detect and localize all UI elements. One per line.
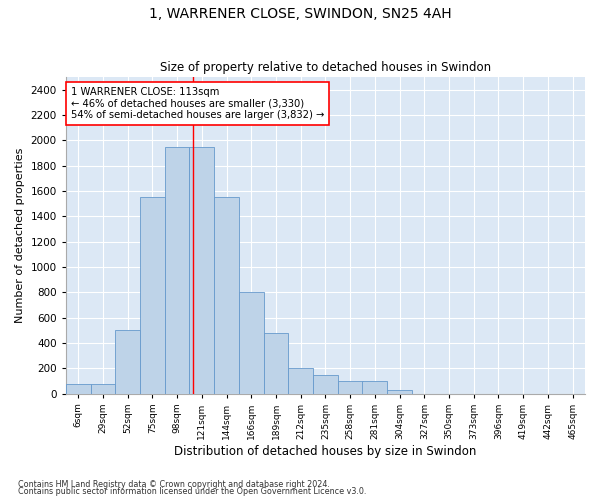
- Title: Size of property relative to detached houses in Swindon: Size of property relative to detached ho…: [160, 62, 491, 74]
- Bar: [313, 375, 338, 394]
- Text: 1 WARRENER CLOSE: 113sqm
← 46% of detached houses are smaller (3,330)
54% of sem: 1 WARRENER CLOSE: 113sqm ← 46% of detach…: [71, 86, 325, 120]
- Y-axis label: Number of detached properties: Number of detached properties: [15, 148, 25, 323]
- Bar: [239, 292, 263, 394]
- Bar: [387, 390, 412, 394]
- Bar: [115, 330, 140, 394]
- Text: Contains HM Land Registry data © Crown copyright and database right 2024.: Contains HM Land Registry data © Crown c…: [18, 480, 330, 489]
- Bar: [362, 381, 387, 394]
- Bar: [190, 146, 214, 394]
- Bar: [140, 198, 165, 394]
- Text: 1, WARRENER CLOSE, SWINDON, SN25 4AH: 1, WARRENER CLOSE, SWINDON, SN25 4AH: [149, 8, 451, 22]
- X-axis label: Distribution of detached houses by size in Swindon: Distribution of detached houses by size …: [174, 444, 476, 458]
- Bar: [338, 381, 362, 394]
- Bar: [263, 333, 289, 394]
- Bar: [66, 384, 91, 394]
- Bar: [289, 368, 313, 394]
- Bar: [214, 198, 239, 394]
- Text: Contains public sector information licensed under the Open Government Licence v3: Contains public sector information licen…: [18, 487, 367, 496]
- Bar: [165, 146, 190, 394]
- Bar: [91, 384, 115, 394]
